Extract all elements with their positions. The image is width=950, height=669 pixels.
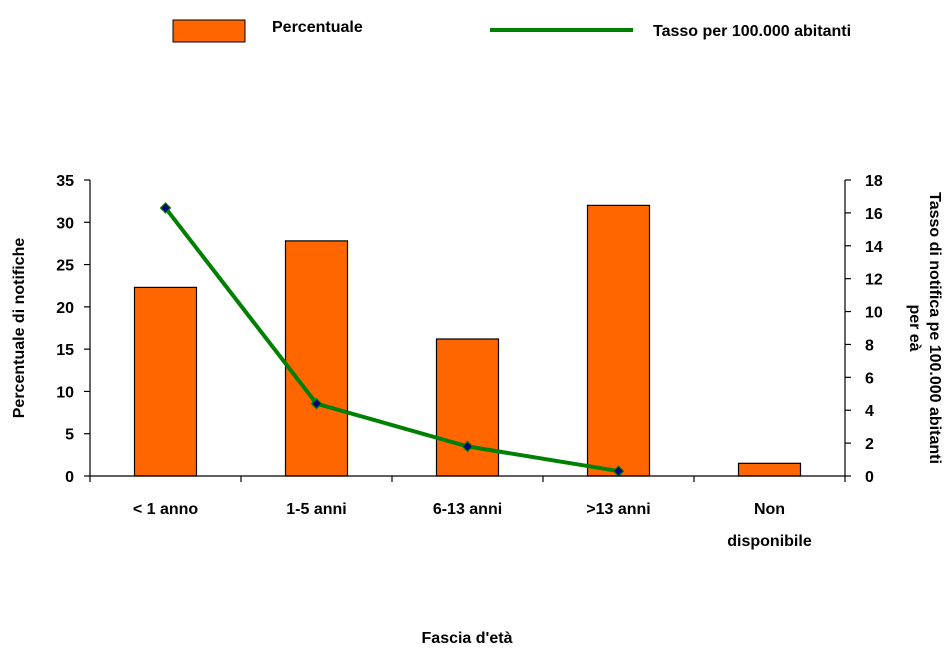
y-tick-label-right: 2 — [865, 436, 874, 453]
legend-swatch-bar — [172, 19, 246, 43]
y-tick-label-right: 10 — [865, 305, 883, 322]
line-point — [461, 440, 474, 453]
y-axis-title-right-line: per eà — [906, 304, 923, 351]
bar — [435, 338, 500, 477]
line-point — [159, 202, 172, 214]
x-tick-label-line: >13 anni — [586, 501, 650, 518]
legend-label-line: Tasso per 100.000 abitanti — [653, 23, 851, 40]
y-tick-label-left: 0 — [65, 469, 74, 486]
bar — [284, 240, 349, 477]
y-axis-title-right-line: Tasso di notifica pe 100.000 abitanti — [926, 192, 943, 464]
axes: 0 5 10 15 20 25 30 35 0 2 4 6 8 10 12 14 16 18 < 1 anno 1-5… — [56, 173, 883, 550]
legend: Percentuale Tasso per 100.000 abitanti — [172, 19, 851, 43]
y-tick-label-right: 6 — [865, 370, 874, 387]
y-tick-label-right: 0 — [865, 469, 874, 486]
x-tick-label: >13 anni — [586, 501, 650, 518]
line-point — [310, 397, 323, 410]
y-tick-label-left: 5 — [65, 427, 74, 444]
y-axis-title-left: Percentuale di notifiche — [11, 238, 28, 419]
y-tick-label-left: 35 — [56, 173, 74, 190]
bar — [133, 286, 198, 477]
bar — [737, 462, 802, 477]
y-tick-label-right: 12 — [865, 272, 883, 289]
y-tick-label-right: 4 — [865, 403, 874, 420]
bar — [586, 204, 651, 477]
x-tick-label: Non disponibile — [727, 501, 812, 550]
x-axis-title: Fascia d'età — [422, 630, 513, 647]
x-tick-label: 6-13 anni — [433, 501, 502, 518]
y-tick-label-right: 8 — [865, 337, 874, 354]
x-tick-label-line: 1-5 anni — [286, 501, 346, 518]
line-series — [159, 202, 625, 477]
x-tick-label-line: disponibile — [727, 533, 812, 550]
y-tick-label-right: 18 — [865, 173, 883, 190]
legend-label-bar: Percentuale — [272, 19, 363, 36]
y-tick-label-right: 16 — [865, 206, 883, 223]
y-tick-label-left: 25 — [56, 258, 74, 275]
y-axis-title-right: Tasso di notifica pe 100.000 abitantiper… — [906, 192, 943, 464]
y-tick-label-right: 14 — [865, 239, 883, 256]
y-tick-label-left: 15 — [56, 342, 74, 359]
y-tick-label-left: 20 — [56, 300, 74, 317]
x-tick-label-line: 6-13 anni — [433, 501, 502, 518]
axis-labels: Fascia d'età Percentuale di notifiche Tass… — [11, 192, 943, 647]
bar-series — [133, 204, 802, 477]
x-tick-label-line: < 1 anno — [133, 501, 199, 518]
x-tick-label: < 1 anno — [133, 501, 199, 518]
y-tick-label-left: 10 — [56, 384, 74, 401]
series-line — [163, 206, 619, 474]
y-tick-label-left: 30 — [56, 215, 74, 232]
x-tick-label-line: Non — [754, 501, 785, 518]
x-tick-label: 1-5 anni — [286, 501, 346, 518]
